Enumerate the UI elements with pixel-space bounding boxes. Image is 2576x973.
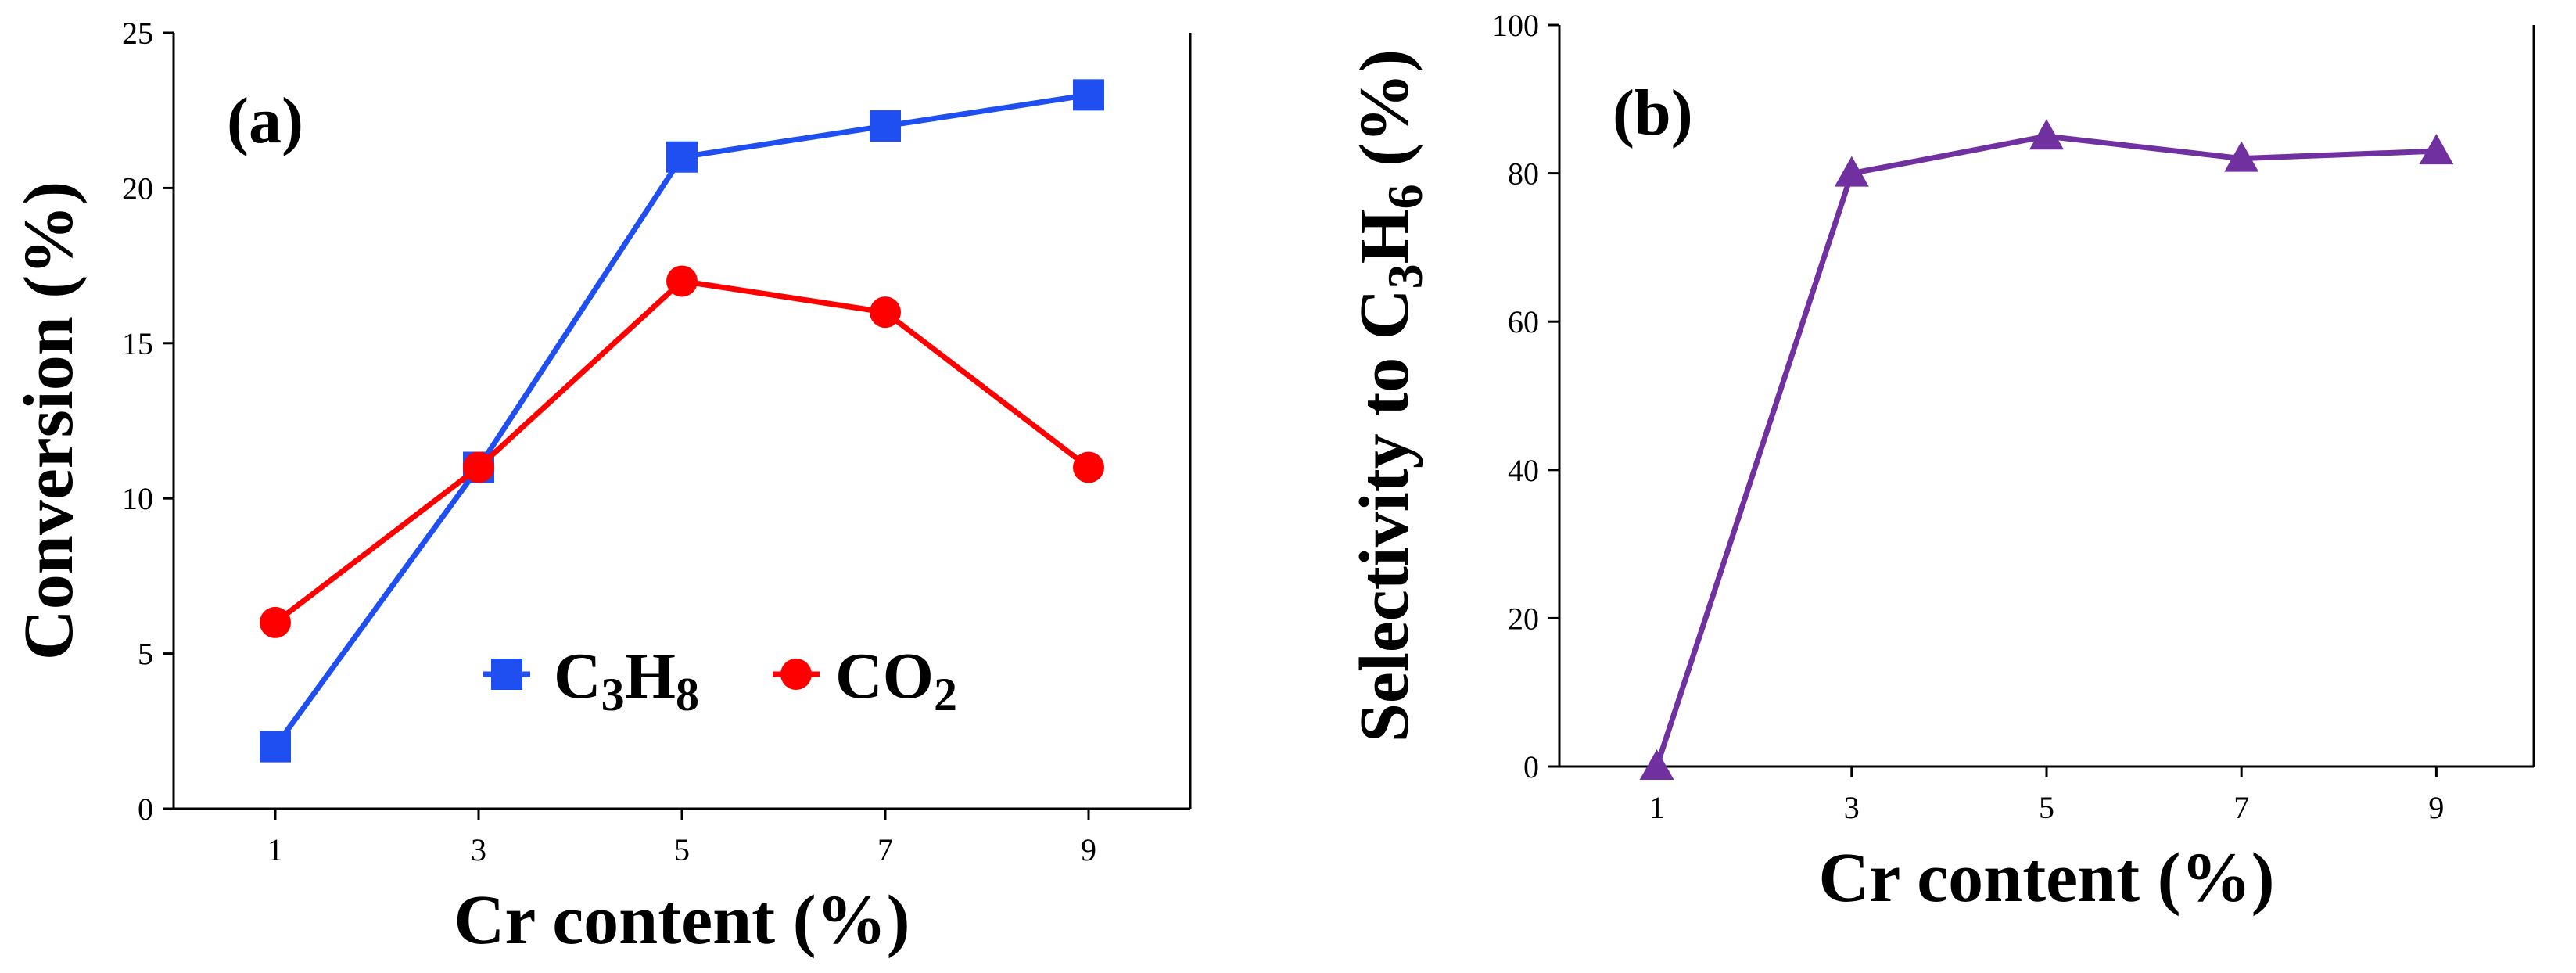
data-point-Selectivity to C3H6 [1639, 749, 1674, 780]
y-tick-label: 80 [1508, 156, 1539, 192]
data-point-C3H8 [870, 110, 901, 142]
y-tick-label: 60 [1508, 304, 1539, 339]
y-tick-label: 5 [138, 637, 153, 672]
x-tick-label: 1 [267, 832, 283, 867]
data-point-CO2 [666, 265, 698, 297]
chart-panel-a: 0 5 10 15 20 25 1 3 5 7 9 Cr content (%) (a) Conversi… [10, 16, 1192, 959]
y-tick-label: 15 [122, 326, 153, 361]
data-point-C3H8 [666, 141, 698, 173]
y-axis-title: Selectivity to C3H6 (%) [1346, 49, 1433, 742]
y-tick-label: 100 [1492, 8, 1539, 43]
series-line-CO2 [273, 278, 1091, 625]
data-point-CO2 [463, 451, 494, 483]
legend-marker-c3h8 [491, 659, 522, 690]
x-tick-label: 5 [2039, 790, 2054, 825]
legend-label-c3h8: C3H8 [554, 640, 699, 720]
x-tick-label: 1 [1649, 790, 1665, 825]
x-tick-label: 7 [2233, 790, 2249, 825]
x-axis-title: Cr content (%) [454, 881, 909, 959]
data-point-CO2 [260, 606, 291, 638]
x-axis-title: Cr content (%) [1818, 839, 2274, 917]
data-point-CO2 [1073, 451, 1104, 483]
y-axis-title: Conversion (%) [10, 181, 88, 660]
y-tick-label: 0 [1523, 749, 1539, 785]
data-point-Selectivity to C3H6 [2419, 134, 2454, 165]
data-point-CO2 [870, 296, 901, 329]
data-point-C3H8 [260, 731, 291, 763]
chart-panel-b: 0 20 40 60 80 100 1 3 5 7 9 Cr content (%) (b) Select… [1346, 8, 2535, 917]
data-point-Selectivity to C3H6 [1834, 156, 1869, 187]
x-tick-label: 7 [877, 832, 893, 867]
series-line-C3H8 [273, 92, 1089, 749]
series-line-Selectivity to C3H6 [1654, 133, 2437, 768]
y-tick-label: 25 [122, 16, 153, 51]
x-tick-label: 5 [674, 832, 690, 867]
x-tick-label: 9 [1081, 832, 1096, 867]
y-tick-label: 0 [138, 792, 153, 827]
data-point-Selectivity to C3H6 [2224, 141, 2259, 172]
y-tick-label: 10 [122, 481, 153, 516]
legend-label-co2: CO2 [835, 640, 957, 720]
x-tick-label: 3 [471, 832, 486, 867]
data-point-Selectivity to C3H6 [2029, 119, 2064, 150]
panel-label: (b) [1613, 77, 1693, 149]
y-tick-label: 20 [122, 171, 153, 206]
legend-marker-co2 [780, 659, 812, 690]
data-point-C3H8 [1073, 79, 1104, 111]
y-tick-label: 40 [1508, 453, 1539, 488]
panel-label: (a) [227, 84, 303, 157]
x-tick-label: 3 [1844, 790, 1860, 825]
x-tick-label: 9 [2428, 790, 2444, 825]
y-tick-label: 20 [1508, 601, 1539, 636]
